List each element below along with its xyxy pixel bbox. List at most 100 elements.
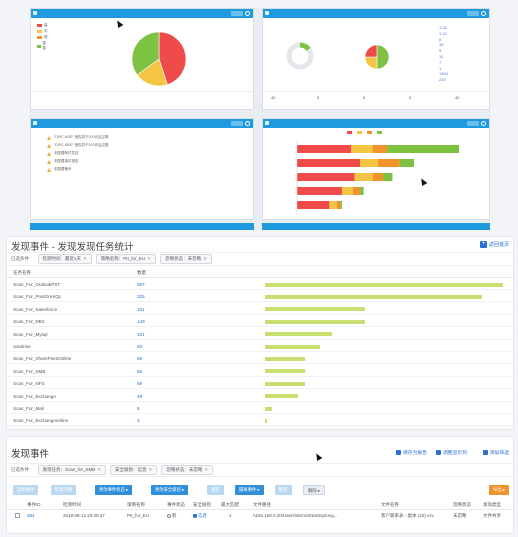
refresh-icon[interactable] (481, 11, 486, 16)
stacked-bar-segment[interactable] (297, 145, 351, 153)
task-count-link[interactable]: 325 (137, 294, 145, 300)
stacked-bar-segment[interactable] (351, 145, 373, 153)
task-count-link[interactable]: 149 (137, 319, 145, 325)
table-row[interactable]: Scan_For_SharePointOnline 59 (7, 353, 513, 365)
stacked-bar-segment[interactable] (329, 201, 337, 209)
table-row[interactable]: Scan_For_SMB 59 (7, 366, 513, 377)
column-task[interactable]: 任务名称 (13, 270, 31, 275)
table-row[interactable]: Scan_For_DB2 149 (7, 316, 513, 328)
task-count-link[interactable]: 151 (137, 306, 145, 312)
ignore-event-button[interactable]: 忽略事件 (13, 485, 39, 495)
stacked-bar-segment[interactable] (372, 173, 384, 181)
alert-item[interactable]: 未配置备份 (47, 167, 72, 172)
panel-dropdown[interactable] (231, 121, 243, 126)
alert-item[interactable]: 未配置事件报告 (47, 159, 79, 164)
export-button[interactable]: 导出 ▸ (489, 485, 509, 495)
table-row[interactable]: Scan_For_OutlookPST 357 (7, 279, 513, 291)
alert-item[interactable]: "DPIC 4030" 授权将于100天后过期 (47, 135, 108, 140)
stacked-bar-segment[interactable] (399, 159, 414, 167)
stacked-bar-segment[interactable] (354, 173, 373, 181)
task-count-link[interactable]: 8 (137, 406, 140, 411)
column-status[interactable]: 事件状态 (167, 502, 185, 507)
stacked-bar-segment[interactable] (383, 173, 393, 181)
filter-chip-policy[interactable]: 策略名称：PII_for_EU ✕ (95, 254, 157, 264)
refresh-icon[interactable] (245, 11, 250, 16)
stacked-bar-segment[interactable] (352, 187, 360, 195)
column-policy[interactable]: 策略名称 (127, 502, 145, 507)
stacked-bar-segment[interactable] (297, 187, 342, 195)
unignore-button[interactable]: 取消忽略 (51, 485, 77, 495)
task-count-link[interactable]: 59 (137, 356, 143, 362)
column-count[interactable]: 数量 (137, 270, 146, 275)
stacked-bar-segment[interactable] (372, 145, 387, 153)
pie-slice[interactable] (364, 56, 378, 70)
stacked-bar-segment[interactable] (360, 187, 364, 195)
task-count-link[interactable]: 357 (137, 282, 145, 287)
save-report-button[interactable]: 保存为报告 (396, 449, 427, 456)
table-row[interactable]: onedrive 83 (7, 341, 513, 353)
panel-dropdown[interactable] (467, 121, 479, 126)
task-count-link[interactable]: 83 (137, 344, 143, 349)
column-event-id[interactable]: 事件ID (27, 502, 41, 507)
column-severity[interactable]: 安全级别 (193, 502, 211, 507)
adjust-columns-button[interactable]: 调整显示列 (436, 449, 467, 456)
table-row[interactable]: Scan_For_Exchange 49 (7, 391, 513, 402)
change-status-button[interactable]: 更改事件状态 ▸ (95, 485, 133, 495)
filter-chip-ignore[interactable]: 忽略状态：未忽略 ✕ (160, 254, 212, 264)
stacked-bar-segment[interactable] (378, 159, 400, 167)
column-detect-time[interactable]: 检测时间 (63, 502, 81, 507)
stacked-bar-segment[interactable] (360, 159, 378, 167)
table-row[interactable]: Scan_For_PostGreSQL 325 (7, 291, 513, 303)
alert-item[interactable]: 未配置邮件发送 (47, 151, 79, 156)
row-checkbox[interactable] (15, 513, 20, 518)
filter-chip-time[interactable]: 检测时间：最近1天 ✕ (37, 254, 92, 264)
stacked-bar-segment[interactable] (387, 145, 459, 153)
return-home-link[interactable]: + 返回首页 (479, 241, 509, 248)
task-count-link[interactable]: 3 (137, 418, 140, 424)
delete-button[interactable]: 删除 ▸ (303, 485, 325, 495)
task-count-link[interactable]: 49 (137, 393, 143, 399)
filter-chip-task[interactable]: 发现任务：Scan_for_SMB ✕ (37, 465, 107, 475)
refresh-icon[interactable] (481, 121, 486, 126)
pie-slice[interactable] (364, 44, 378, 58)
filter-chip-ignore[interactable]: 忽略状态：未忽略 ✕ (161, 465, 214, 475)
pie-slice[interactable] (376, 44, 390, 70)
table-row[interactable]: Scan_For_Mail 8 (7, 403, 513, 415)
panel-icon (265, 11, 269, 15)
count-value: 42 (271, 95, 276, 100)
unlock-button[interactable]: 解锁 (275, 485, 292, 495)
stacked-bar-segment[interactable] (340, 201, 342, 209)
task-count-link[interactable]: 59 (137, 381, 143, 387)
table-row[interactable]: Scan_For_Salesforce 151 (7, 304, 513, 315)
column-ignore[interactable]: 忽略状态 (453, 502, 471, 507)
pie-slice[interactable] (158, 31, 187, 86)
column-file-name[interactable]: 文件名称 (381, 502, 399, 507)
table-row[interactable]: 384 2018-08-12 23:40:37 PII_for_EU 新 信息 … (7, 511, 513, 522)
column-file-path[interactable]: 文件路径 (253, 502, 271, 507)
filter-chip-severity[interactable]: 安全级别：信息 ✕ (110, 465, 158, 475)
collapsed-panel-header-right[interactable] (262, 223, 490, 230)
column-max-match[interactable]: 最大匹配 (221, 502, 239, 507)
stacked-bar-segment[interactable] (297, 201, 330, 209)
stacked-bar-segment[interactable] (336, 201, 341, 209)
column-type[interactable]: 发现类型 (483, 502, 501, 507)
event-id-link[interactable]: 384 (27, 513, 35, 518)
stacked-bar-segment[interactable] (297, 159, 360, 167)
pie-slice[interactable] (131, 31, 160, 76)
stacked-bar-segment[interactable] (342, 187, 353, 195)
task-count-link[interactable]: 101 (137, 331, 145, 337)
panel-dropdown[interactable] (231, 11, 243, 16)
lock-button[interactable]: 锁定 (207, 485, 224, 495)
alert-item[interactable]: "DPIC 4800" 授权将于100天后过期 (47, 143, 108, 148)
panel-dropdown[interactable] (467, 11, 479, 16)
collapsed-panel-header-left[interactable] (30, 223, 254, 230)
quarantine-button[interactable]: 隔离事件 ▸ (235, 485, 264, 495)
task-count-link[interactable]: 59 (137, 368, 143, 374)
change-severity-button[interactable]: 更改安全级别 ▸ (151, 485, 189, 495)
table-row[interactable]: Scan_For_Exchangeonline 3 (7, 415, 513, 427)
refresh-icon[interactable] (245, 121, 250, 126)
table-row[interactable]: Scan_For_Mysql 101 (7, 329, 513, 340)
table-row[interactable]: Scan_For_NFS 59 (7, 378, 513, 390)
stacked-bar-segment[interactable] (297, 173, 355, 181)
add-filter-button[interactable]: 添加筛选 (482, 449, 509, 456)
